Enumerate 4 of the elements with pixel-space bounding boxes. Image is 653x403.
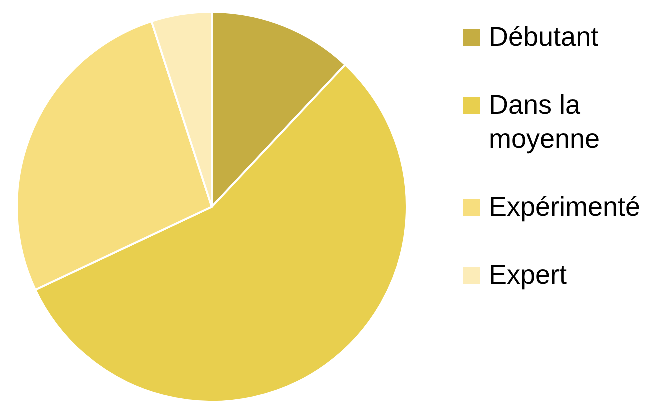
legend-label: Dans la moyenne <box>489 89 602 156</box>
legend-label: Expert <box>489 259 568 292</box>
legend-label: Expérimenté <box>489 191 642 224</box>
legend-label: Débutant <box>489 21 600 54</box>
